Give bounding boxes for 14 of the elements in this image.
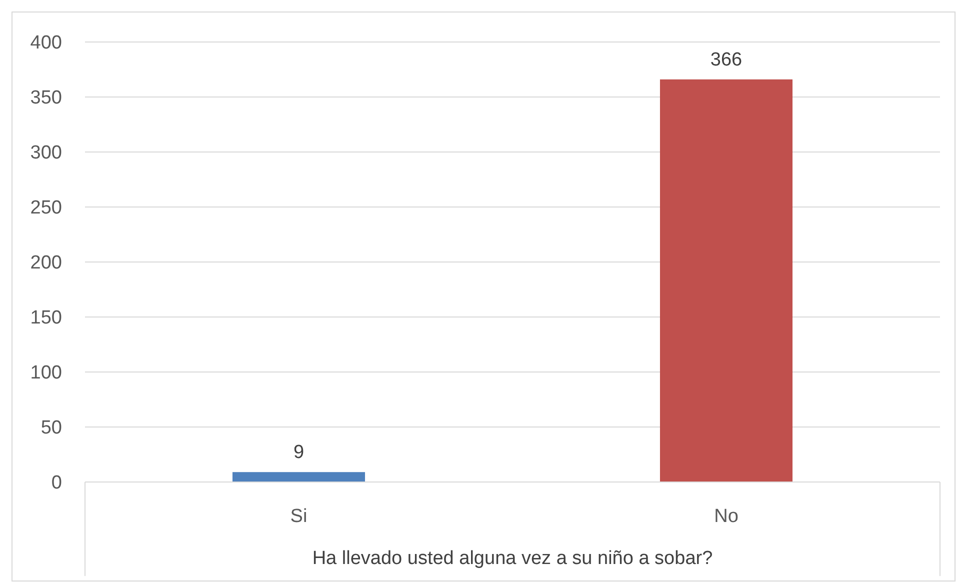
y-tick-label: 100 — [30, 362, 62, 384]
x-axis-title: Ha llevado usted alguna vez a su niño a sobar? — [312, 548, 713, 569]
x-tick-label: No — [714, 506, 738, 527]
y-tick-label: 200 — [30, 252, 62, 274]
y-tick-label: 350 — [30, 88, 62, 109]
y-tick-label: 50 — [40, 418, 62, 439]
data-label: 9 — [293, 442, 304, 464]
y-tick-label: 150 — [30, 308, 62, 329]
y-tick-label: 250 — [30, 198, 62, 219]
y-tick-label: 300 — [30, 142, 62, 164]
y-tick-label: 400 — [30, 32, 62, 54]
y-tick-label: 0 — [51, 472, 62, 494]
x-tick-label: Si — [290, 506, 308, 527]
data-label: 366 — [710, 49, 742, 70]
